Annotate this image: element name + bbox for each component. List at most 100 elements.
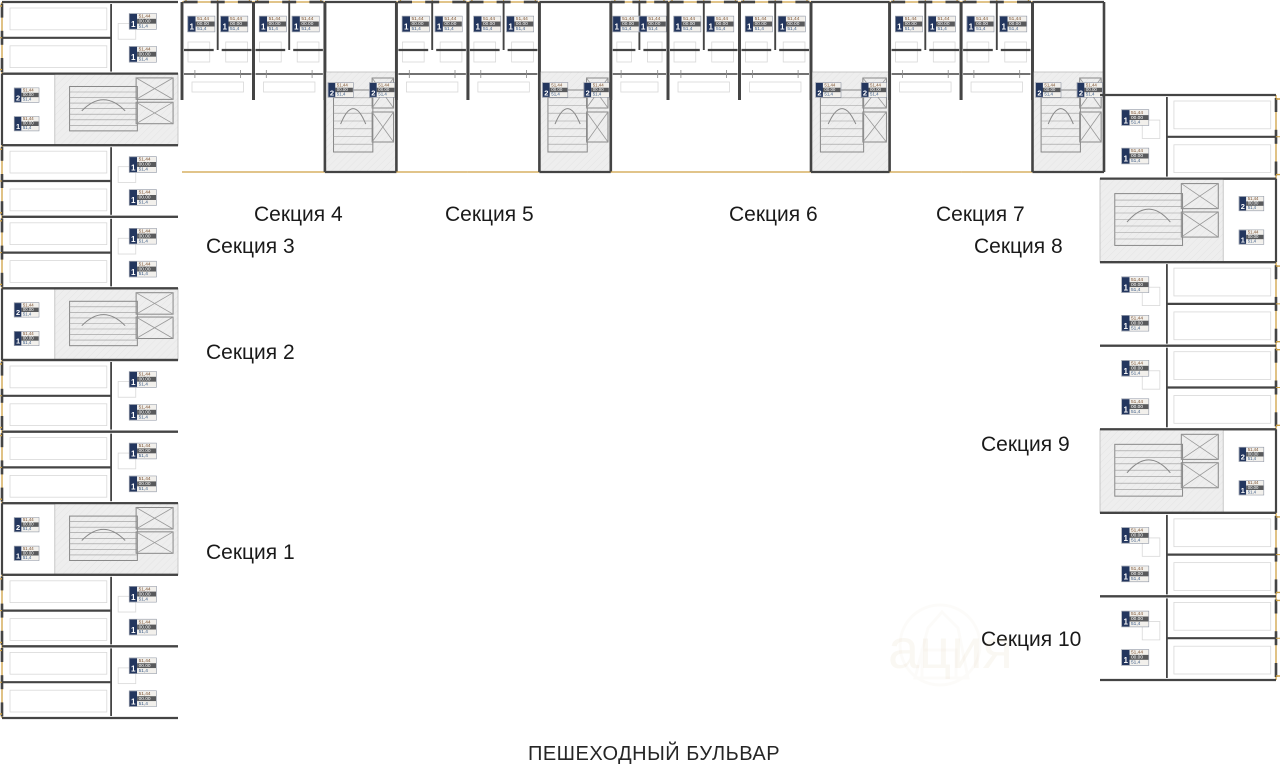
svg-text:1: 1 (747, 23, 752, 32)
svg-text:1: 1 (16, 337, 20, 346)
svg-text:1: 1 (131, 235, 136, 244)
svg-text:51,4: 51,4 (230, 26, 240, 32)
svg-text:51,4: 51,4 (23, 526, 32, 531)
svg-text:1: 1 (1123, 405, 1128, 414)
svg-text:1: 1 (294, 23, 299, 32)
svg-text:1: 1 (1002, 23, 1007, 32)
svg-text:51,4: 51,4 (1009, 26, 1019, 32)
svg-text:2: 2 (817, 88, 821, 97)
svg-text:1: 1 (615, 23, 620, 32)
svg-text:51,4: 51,4 (1248, 489, 1257, 494)
svg-text:1: 1 (437, 23, 442, 32)
svg-text:51,4: 51,4 (551, 92, 560, 97)
svg-text:1: 1 (1241, 486, 1245, 495)
svg-text:1: 1 (1241, 235, 1245, 244)
svg-text:51,4: 51,4 (23, 125, 32, 130)
svg-text:2: 2 (1079, 88, 1083, 97)
svg-text:1: 1 (676, 23, 681, 32)
svg-text:1: 1 (641, 23, 646, 32)
svg-text:51,4: 51,4 (1248, 239, 1257, 244)
svg-text:51,4: 51,4 (1248, 205, 1257, 210)
svg-text:51,4: 51,4 (301, 26, 311, 32)
svg-text:51,4: 51,4 (139, 271, 149, 277)
svg-text:2: 2 (863, 88, 867, 97)
svg-text:2: 2 (16, 308, 20, 317)
svg-text:51,4: 51,4 (139, 668, 149, 674)
svg-text:51,4: 51,4 (622, 26, 632, 32)
svg-text:51,4: 51,4 (139, 382, 149, 388)
svg-text:Секция 6: Секция 6 (729, 203, 818, 226)
svg-text:51,4: 51,4 (905, 26, 915, 32)
svg-text:51,4: 51,4 (824, 92, 833, 97)
svg-text:51,4: 51,4 (139, 486, 149, 492)
svg-text:51,4: 51,4 (593, 92, 602, 97)
svg-text:1: 1 (1123, 573, 1128, 582)
svg-text:51,4: 51,4 (870, 92, 879, 97)
svg-text:51,4: 51,4 (23, 555, 32, 560)
svg-text:51,4: 51,4 (1131, 538, 1141, 544)
svg-text:1: 1 (897, 23, 902, 32)
svg-text:51,4: 51,4 (139, 167, 149, 173)
svg-text:1: 1 (708, 23, 713, 32)
svg-text:1: 1 (969, 23, 974, 32)
svg-text:51,4: 51,4 (139, 453, 149, 459)
svg-text:1: 1 (930, 23, 935, 32)
svg-text:1: 1 (190, 23, 195, 32)
svg-text:1: 1 (1123, 618, 1128, 627)
svg-text:51,4: 51,4 (197, 26, 207, 32)
svg-text:2: 2 (16, 93, 20, 102)
svg-text:51,4: 51,4 (1131, 158, 1141, 164)
svg-text:2: 2 (16, 523, 20, 532)
svg-text:1: 1 (1123, 116, 1128, 125)
svg-text:Секция 5: Секция 5 (445, 203, 534, 226)
svg-text:1: 1 (131, 163, 136, 172)
svg-text:51,4: 51,4 (23, 97, 32, 102)
svg-text:2: 2 (1241, 202, 1245, 211)
svg-text:51,4: 51,4 (976, 26, 986, 32)
svg-text:1: 1 (508, 23, 513, 32)
svg-text:51,4: 51,4 (139, 56, 149, 62)
svg-text:2: 2 (1241, 453, 1245, 462)
svg-text:51,4: 51,4 (938, 26, 948, 32)
svg-text:1: 1 (261, 23, 266, 32)
svg-text:1: 1 (131, 697, 136, 706)
svg-text:51,4: 51,4 (139, 24, 149, 30)
svg-text:51,4: 51,4 (412, 26, 422, 32)
svg-text:51,4: 51,4 (1044, 92, 1053, 97)
svg-text:1: 1 (1123, 322, 1128, 331)
svg-text:Секция 2: Секция 2 (206, 341, 295, 364)
svg-text:1: 1 (131, 378, 136, 387)
svg-text:1: 1 (131, 53, 136, 62)
svg-text:2: 2 (371, 88, 375, 97)
svg-text:51,4: 51,4 (1086, 92, 1095, 97)
svg-text:1: 1 (131, 196, 136, 205)
svg-text:2: 2 (330, 88, 334, 97)
svg-text:51,4: 51,4 (1131, 371, 1141, 377)
svg-text:51,4: 51,4 (1131, 409, 1141, 415)
svg-text:51,4: 51,4 (23, 340, 32, 345)
svg-text:1: 1 (131, 665, 136, 674)
svg-text:51,4: 51,4 (139, 414, 149, 420)
svg-text:51,4: 51,4 (483, 26, 493, 32)
svg-text:1: 1 (1123, 534, 1128, 543)
svg-text:1: 1 (1123, 155, 1128, 164)
svg-text:1: 1 (131, 593, 136, 602)
svg-text:1: 1 (131, 626, 136, 635)
svg-text:1: 1 (1123, 283, 1128, 292)
svg-text:1: 1 (222, 23, 227, 32)
svg-text:51,4: 51,4 (1131, 287, 1141, 293)
svg-text:51,4: 51,4 (755, 26, 765, 32)
svg-text:51,4: 51,4 (337, 92, 346, 97)
svg-text:51,4: 51,4 (139, 629, 149, 635)
svg-text:51,4: 51,4 (378, 92, 387, 97)
svg-text:51,4: 51,4 (269, 26, 279, 32)
svg-text:51,4: 51,4 (1248, 456, 1257, 461)
svg-text:Секция 9: Секция 9 (981, 433, 1070, 456)
svg-text:51,4: 51,4 (683, 26, 693, 32)
svg-text:1: 1 (16, 122, 20, 131)
svg-text:2: 2 (1037, 88, 1041, 97)
svg-text:Секция 1: Секция 1 (206, 541, 295, 564)
svg-text:1: 1 (475, 23, 480, 32)
svg-text:ПЕШЕХОДНЫЙ БУЛЬВАР: ПЕШЕХОДНЫЙ БУЛЬВАР (528, 741, 780, 765)
svg-text:1: 1 (131, 411, 136, 420)
